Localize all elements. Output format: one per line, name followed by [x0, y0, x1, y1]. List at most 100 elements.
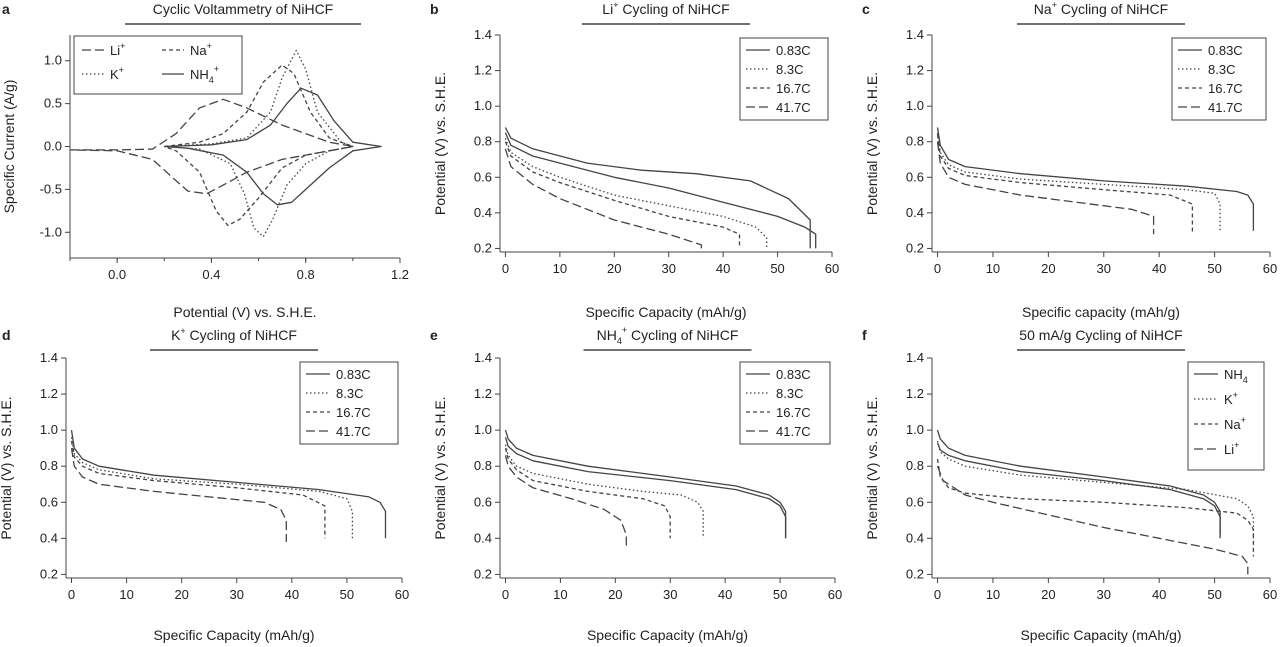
y-tick-label: 0.8 — [474, 458, 492, 473]
series-line-41-7c-3 — [70, 448, 287, 542]
x-tick-label: 0.8 — [297, 267, 315, 282]
series-line-16-7c-3 — [504, 141, 741, 249]
legend: NH4 K+ Na+ Li+ — [1187, 361, 1265, 471]
y-tick-label: 0.8 — [906, 134, 924, 149]
legend-label: NH4 — [1224, 367, 1248, 385]
legend-box — [73, 35, 243, 95]
legend-label: 8.3C — [336, 386, 363, 401]
y-tick-label: 0.4 — [474, 530, 492, 545]
y-tick-label: 0.4 — [906, 530, 924, 545]
x-tick-label: 40 — [1152, 587, 1166, 602]
x-axis-label: Potential (V) vs. S.H.E. — [173, 304, 316, 320]
x-tick-label: 50 — [770, 261, 784, 276]
legend-label: 41.7C — [776, 100, 811, 115]
legend: 0.83C 8.3C 16.7C 41.7C — [1171, 37, 1267, 121]
y-tick-label: 1.4 — [474, 27, 492, 42]
y-axis-label: Potential (V) vs. S.H.E. — [432, 396, 448, 539]
x-tick-label: 60 — [828, 587, 842, 602]
panel-b: b Li+ Cycling of NiHCF 0.2 0.4 0.6 0.8 1.0 1.2 1… — [430, 0, 839, 320]
y-tick-label: -0.5 — [40, 181, 62, 196]
y-tick-label: 1.0 — [474, 422, 492, 437]
x-tick-label: 0.0 — [108, 267, 126, 282]
legend-label: 41.7C — [336, 424, 371, 439]
x-tick-label: 30 — [1097, 261, 1111, 276]
y-tick-label: 0.4 — [40, 530, 58, 545]
series-line-0-83c-0 — [504, 132, 817, 249]
x-tick-label: 40 — [1152, 261, 1166, 276]
y-tick-label: 0.2 — [40, 566, 58, 581]
y-tick-label: 0.8 — [40, 458, 58, 473]
panel-a: a Cyclic Voltammetry of NiHCF -1.0 -0.5 0.0 0… — [1, 1, 409, 320]
legend-label: Na+ — [190, 41, 212, 58]
x-tick-label: 40 — [716, 261, 730, 276]
y-axis-label: Specific Current (A/g) — [1, 80, 17, 214]
panel-d: d K+ Cycling of NiHCF 0.2 0.4 0.6 0.8 1.0 1.2 1.… — [0, 326, 409, 643]
legend-label: Na+ — [1224, 415, 1246, 432]
y-tick-label: 0.0 — [44, 139, 62, 154]
series-line-nh-3 — [164, 87, 382, 206]
panel-c: c Na+ Cycling of NiHCF 0.2 0.4 0.6 0.8 1.0 1.2 1… — [862, 0, 1277, 320]
y-axis-label: Potential (V) vs. S.H.E. — [864, 396, 880, 539]
series-line-41-7c-3 — [936, 141, 1155, 235]
x-tick-label: 20 — [174, 587, 188, 602]
y-tick-label: 0.6 — [906, 494, 924, 509]
legend-box — [1171, 37, 1267, 121]
y-tick-label: 1.4 — [906, 350, 924, 365]
y-tick-label: 0.2 — [906, 566, 924, 581]
panel-letter-a: a — [2, 1, 10, 17]
legend-label: 16.7C — [336, 405, 371, 420]
x-tick-label: 60 — [395, 587, 409, 602]
series-line-na-3 — [936, 458, 1255, 557]
x-tick-label: 60 — [1263, 261, 1277, 276]
y-tick-label: 0.2 — [906, 240, 924, 255]
chart-title: K+ Cycling of NiHCF — [171, 326, 297, 343]
y-axis-label: Potential (V) vs. S.H.E. — [432, 72, 448, 215]
legend-label: K+ — [1224, 390, 1238, 407]
legend-box — [1187, 361, 1265, 471]
legend-label: 0.83C — [336, 367, 371, 382]
x-tick-label: 1.2 — [391, 267, 409, 282]
x-tick-label: 0.4 — [202, 267, 220, 282]
series-line-16-7c-3 — [504, 448, 671, 539]
series-line-0-83c-0 — [936, 127, 1255, 231]
series-line-0-83c-0 — [70, 430, 387, 539]
y-tick-label: 1.2 — [474, 63, 492, 78]
x-tick-label: 20 — [607, 261, 621, 276]
legend: 0.83C 8.3C 16.7C 41.7C — [299, 361, 399, 445]
y-tick-label: 0.5 — [44, 96, 62, 111]
x-tick-label: 30 — [1097, 587, 1111, 602]
y-tick-label: 0.8 — [906, 458, 924, 473]
legend-label: 8.3C — [1208, 62, 1235, 77]
y-tick-label: 1.0 — [44, 53, 62, 68]
series-line-0-83c-1 — [504, 127, 811, 249]
x-tick-label: 0 — [934, 587, 941, 602]
y-tick-label: 0.4 — [474, 205, 492, 220]
series-line-41-7c-4 — [504, 148, 703, 249]
x-tick-label: 10 — [119, 587, 133, 602]
legend: 0.83C 8.3C 16.7C 41.7C — [739, 361, 831, 445]
x-tick-label: 50 — [1207, 261, 1221, 276]
series-line-k-2 — [164, 49, 354, 238]
y-axis-label: Potential (V) vs. S.H.E. — [0, 396, 14, 539]
x-tick-label: 20 — [1041, 261, 1055, 276]
x-tick-label: 30 — [230, 587, 244, 602]
panel-letter-c: c — [862, 1, 870, 17]
x-axis-label: Specific Capacity (mAh/g) — [153, 627, 314, 643]
series-line-8-3c-1 — [936, 132, 1221, 231]
x-tick-label: 10 — [986, 587, 1000, 602]
series-line-nh-0 — [936, 429, 1221, 539]
x-axis-label: Specific Capacity (mAh/g) — [587, 627, 748, 643]
x-tick-label: 30 — [661, 261, 675, 276]
x-tick-label: 20 — [608, 587, 622, 602]
x-tick-label: 30 — [663, 587, 677, 602]
y-tick-label: -1.0 — [40, 224, 62, 239]
series-line-16-7c-2 — [70, 440, 326, 539]
y-tick-label: 0.6 — [906, 169, 924, 184]
y-tick-label: 1.0 — [906, 98, 924, 113]
x-tick-label: 60 — [1263, 587, 1277, 602]
panel-f: f 50 mA/g Cycling of NiHCF 0.2 0.4 0.6 0.8 1.0… — [862, 327, 1277, 643]
series-line-41-7c-4 — [504, 455, 627, 548]
x-tick-label: 0 — [502, 261, 509, 276]
x-tick-label: 60 — [825, 261, 839, 276]
legend-label: 0.83C — [776, 43, 811, 58]
